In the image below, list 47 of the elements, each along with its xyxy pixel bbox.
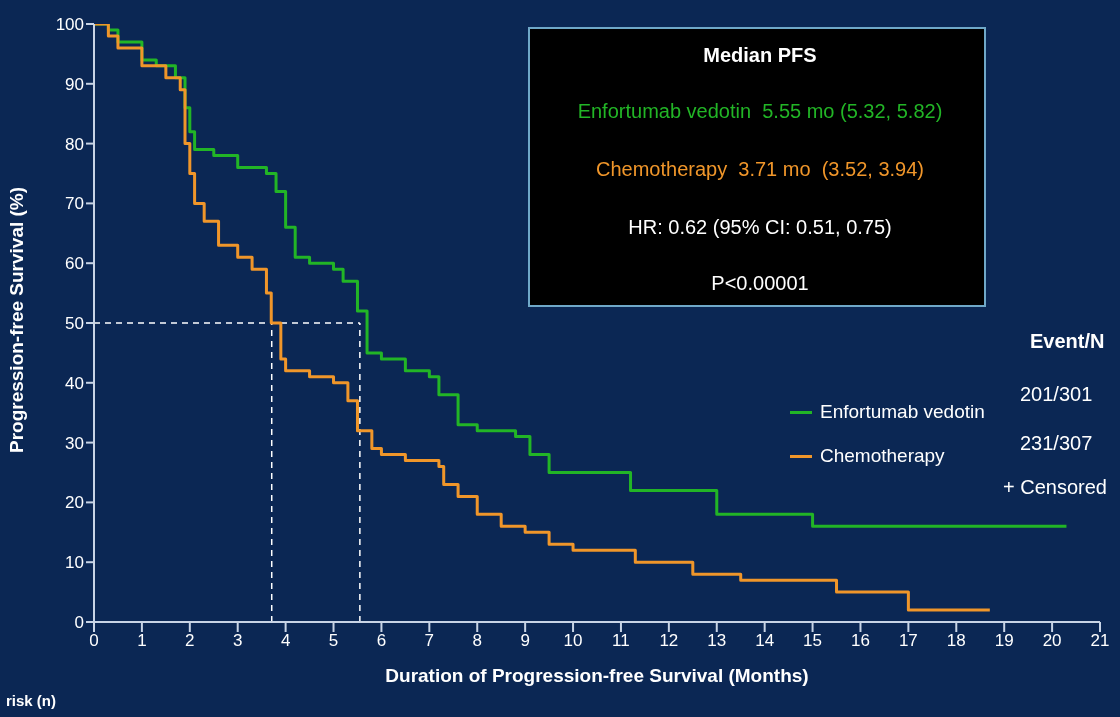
x-tick-label: 18 bbox=[946, 631, 966, 651]
y-tick-label: 30 bbox=[65, 433, 84, 453]
annotation: Enfortumab vedotin 5.55 mo (5.32, 5.82) bbox=[576, 100, 944, 123]
y-tick-label: 70 bbox=[65, 194, 84, 214]
annotation: HR: 0.62 (95% CI: 0.51, 0.75) bbox=[627, 216, 893, 239]
annotation: Chemotherapy 3.71 mo (3.52, 3.94) bbox=[595, 158, 925, 181]
x-tick-label: 1 bbox=[137, 631, 147, 651]
annotation: 231/307 bbox=[1020, 432, 1093, 455]
x-tick-label: 17 bbox=[898, 631, 918, 651]
y-tick-label: 90 bbox=[65, 74, 84, 94]
annotation: P<0.00001 bbox=[710, 272, 810, 295]
y-tick-label: 50 bbox=[65, 314, 84, 334]
x-tick-label: 9 bbox=[520, 631, 530, 651]
y-tick-label: 80 bbox=[65, 134, 84, 154]
y-tick-label: 100 bbox=[55, 15, 84, 35]
x-axis-title: Duration of Progression-free Survival (Months) bbox=[385, 665, 809, 686]
x-tick-label: 2 bbox=[185, 631, 195, 651]
annotation: + Censored bbox=[1003, 476, 1107, 499]
x-tick-label: 3 bbox=[232, 631, 243, 651]
x-tick-label: 7 bbox=[424, 631, 435, 651]
annotation: Event/N bbox=[1030, 330, 1105, 353]
x-tick-label: 5 bbox=[328, 631, 339, 651]
x-tick-label: 4 bbox=[280, 631, 291, 651]
x-tick-label: 12 bbox=[659, 631, 679, 651]
x-tick-label: 6 bbox=[376, 631, 387, 651]
y-tick-label: 60 bbox=[65, 254, 84, 274]
legend-label: Chemotherapy bbox=[820, 445, 945, 467]
y-tick-label: 0 bbox=[74, 613, 84, 633]
legend-label: Enfortumab vedotin bbox=[820, 401, 985, 423]
x-tick-label: 20 bbox=[1042, 631, 1062, 651]
y-tick-label: 40 bbox=[65, 373, 84, 393]
x-tick-label: 8 bbox=[472, 631, 482, 651]
x-tick-label: 14 bbox=[755, 631, 775, 651]
y-tick-label: 10 bbox=[65, 553, 84, 573]
annotation: 201/301 bbox=[1020, 383, 1093, 406]
annotation: Median PFS bbox=[702, 44, 818, 67]
x-tick-label: 11 bbox=[612, 631, 630, 651]
y-tick-label: 20 bbox=[65, 493, 84, 513]
x-tick-label: 19 bbox=[994, 631, 1014, 651]
x-tick-label: 21 bbox=[1090, 631, 1110, 651]
x-tick-label: 15 bbox=[803, 631, 823, 651]
x-tick-label: 0 bbox=[89, 631, 99, 651]
x-tick-label: 10 bbox=[563, 631, 583, 651]
x-tick-label: 13 bbox=[707, 631, 727, 651]
y-axis-title: Progression-free Survival (%) bbox=[5, 186, 27, 453]
x-tick-label: 16 bbox=[851, 631, 870, 651]
text: risk (n) bbox=[6, 692, 57, 709]
